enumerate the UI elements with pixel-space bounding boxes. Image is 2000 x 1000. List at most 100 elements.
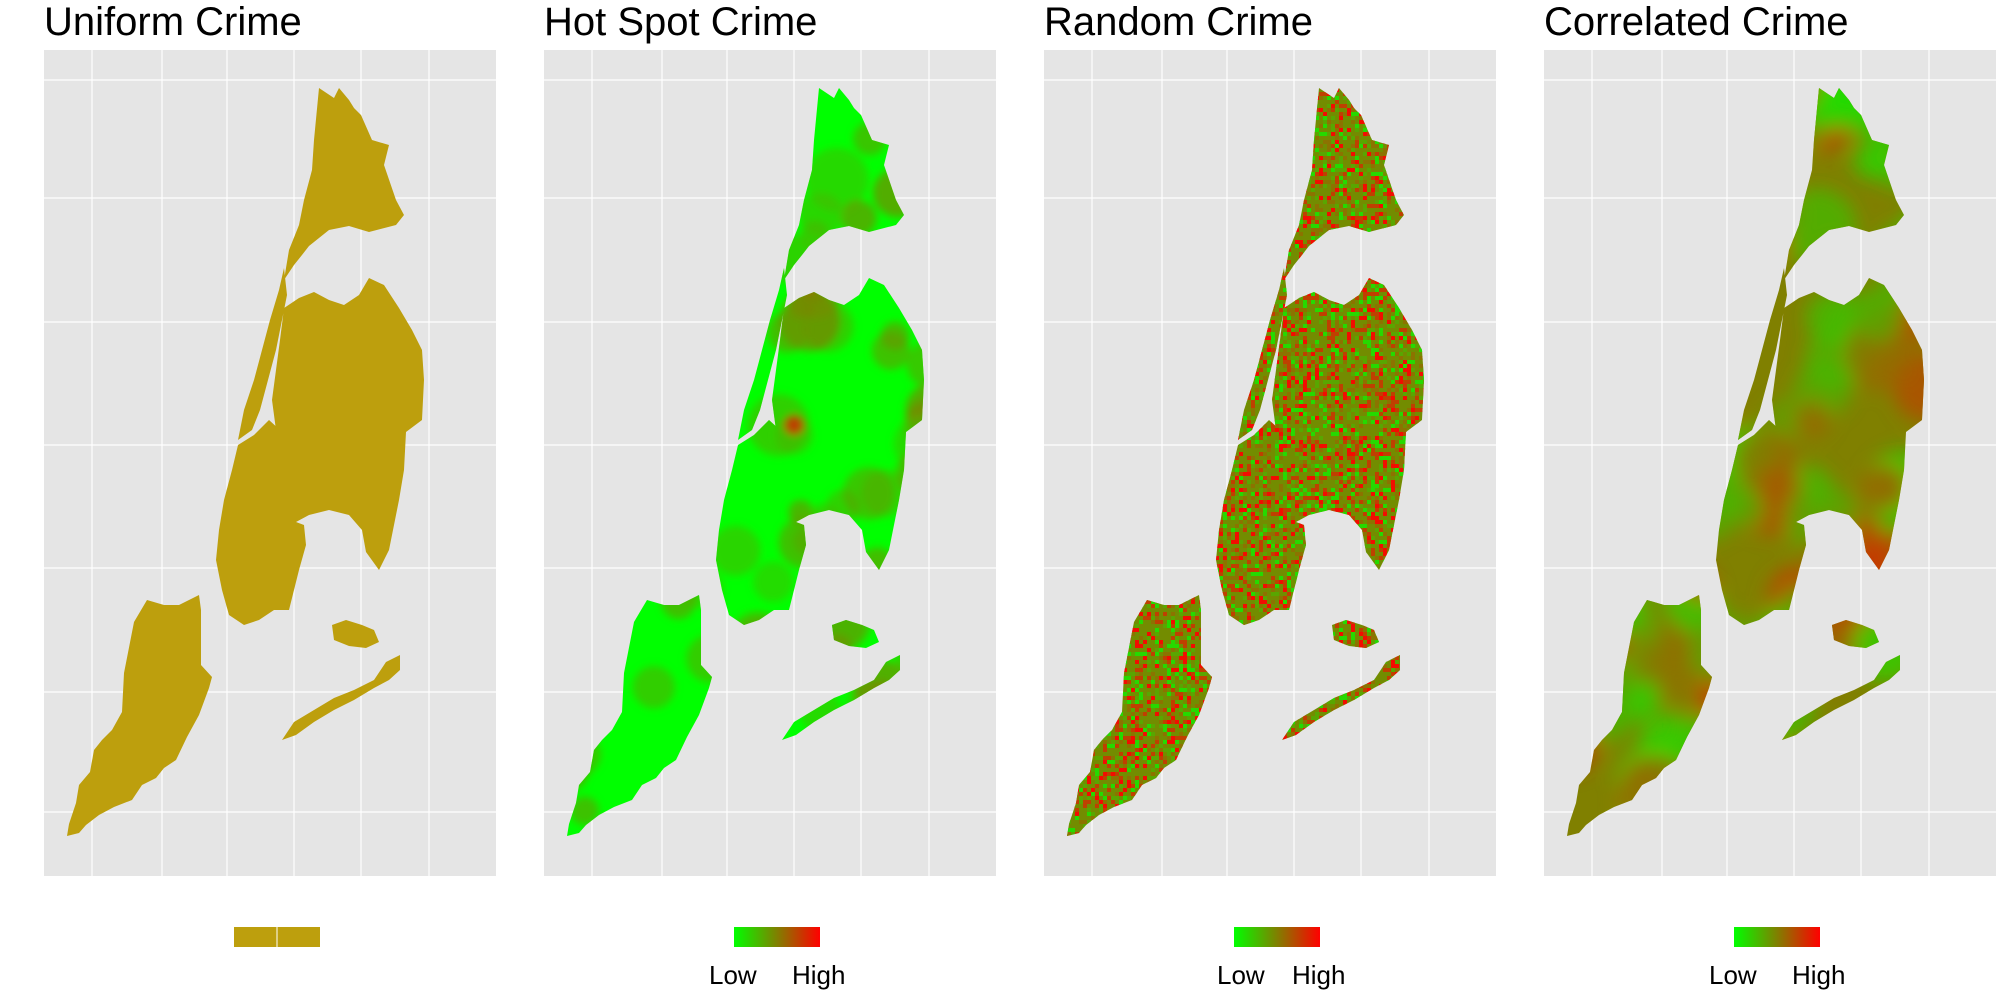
noise-cell — [1371, 376, 1375, 380]
noise-cell — [1303, 436, 1307, 440]
noise-cell — [1399, 380, 1403, 384]
noise-cell — [1383, 288, 1387, 292]
hotspot-blob — [906, 341, 924, 388]
noise-cell — [1323, 296, 1327, 300]
noise-cell — [1375, 312, 1379, 316]
noise-cell — [1295, 344, 1299, 348]
noise-cell — [1275, 396, 1279, 400]
noise-cell — [1275, 400, 1279, 404]
noise-cell — [1379, 320, 1383, 324]
noise-cell — [1335, 444, 1339, 448]
noise-cell — [1375, 344, 1379, 348]
noise-cell — [1283, 308, 1287, 312]
noise-cell — [1375, 152, 1379, 156]
noise-cell — [1363, 364, 1367, 368]
noise-cell — [1335, 348, 1339, 352]
noise-cell — [1327, 364, 1331, 368]
noise-cell — [1383, 404, 1387, 408]
noise-cell — [1303, 384, 1307, 388]
noise-cell — [1327, 376, 1331, 380]
noise-cell — [1375, 216, 1379, 220]
noise-cell — [1311, 440, 1315, 444]
noise-cell — [1311, 360, 1315, 364]
noise-cell — [1319, 168, 1323, 172]
noise-cell — [1371, 336, 1375, 340]
noise-cell — [1263, 344, 1267, 348]
noise-cell — [1307, 208, 1311, 212]
noise-cell — [1303, 300, 1307, 304]
chart-title: Random Crime — [1044, 0, 1313, 44]
noise-cell — [1363, 316, 1367, 320]
noise-cell — [1271, 320, 1275, 324]
noise-cell — [1395, 344, 1399, 348]
noise-cell — [1287, 408, 1291, 412]
noise-cell — [1395, 408, 1399, 412]
noise-cell — [1355, 336, 1359, 340]
noise-cell — [1239, 428, 1243, 432]
noise-cell — [1371, 308, 1375, 312]
noise-cell — [1339, 448, 1343, 452]
noise-cell — [1251, 396, 1255, 400]
noise-cell — [1327, 148, 1331, 152]
noise-cell — [1379, 416, 1383, 420]
noise-cell — [1343, 404, 1347, 408]
noise-cell — [1359, 368, 1363, 372]
noise-cell — [1267, 328, 1271, 332]
noise-cell — [1311, 400, 1315, 404]
noise-cell — [1315, 348, 1319, 352]
noise-cell — [1399, 432, 1403, 436]
noise-cell — [1419, 356, 1423, 360]
noise-cell — [1403, 360, 1407, 364]
noise-cell — [1371, 440, 1375, 444]
noise-cell — [1315, 212, 1319, 216]
noise-cell — [1359, 300, 1363, 304]
noise-cell — [1343, 168, 1347, 172]
noise-cell — [1347, 332, 1351, 336]
noise-cell — [1367, 368, 1371, 372]
noise-cell — [1303, 388, 1307, 392]
noise-cell — [1319, 364, 1323, 368]
noise-cell — [1351, 328, 1355, 332]
noise-cell — [1411, 392, 1415, 396]
noise-cell — [1247, 424, 1251, 428]
noise-cell — [1399, 328, 1403, 332]
noise-cell — [1311, 172, 1315, 176]
noise-cell — [1327, 180, 1331, 184]
noise-cell — [1335, 304, 1339, 308]
noise-cell — [1387, 292, 1391, 296]
noise-cell — [1363, 436, 1367, 440]
map-plot — [544, 50, 996, 876]
noise-cell — [1323, 300, 1327, 304]
noise-cell — [1251, 408, 1255, 412]
noise-cell — [1355, 412, 1359, 416]
noise-cell — [1359, 212, 1363, 216]
noise-cell — [1311, 296, 1315, 300]
noise-cell — [1311, 188, 1315, 192]
noise-cell — [1387, 400, 1391, 404]
noise-cell — [1331, 316, 1335, 320]
noise-cell — [1247, 444, 1251, 448]
noise-cell — [1263, 428, 1267, 432]
noise-cell — [1315, 172, 1319, 176]
noise-cell — [1295, 332, 1299, 336]
noise-cell — [1311, 368, 1315, 372]
noise-cell — [1255, 388, 1259, 392]
noise-cell — [1323, 184, 1327, 188]
noise-cell — [1347, 352, 1351, 356]
noise-cell — [1355, 200, 1359, 204]
noise-cell — [1279, 372, 1283, 376]
noise-cell — [1295, 448, 1299, 452]
noise-cell — [1343, 352, 1347, 356]
noise-cell — [1347, 136, 1351, 140]
noise-cell — [1367, 324, 1371, 328]
noise-cell — [1315, 224, 1319, 228]
noise-cell — [1375, 160, 1379, 164]
noise-cell — [1319, 356, 1323, 360]
noise-cell — [1399, 212, 1403, 216]
noise-cell — [1299, 328, 1303, 332]
noise-cell — [1351, 380, 1355, 384]
noise-cell — [1383, 364, 1387, 368]
noise-cell — [1299, 360, 1303, 364]
noise-cell — [1367, 168, 1371, 172]
noise-cell — [1343, 192, 1347, 196]
